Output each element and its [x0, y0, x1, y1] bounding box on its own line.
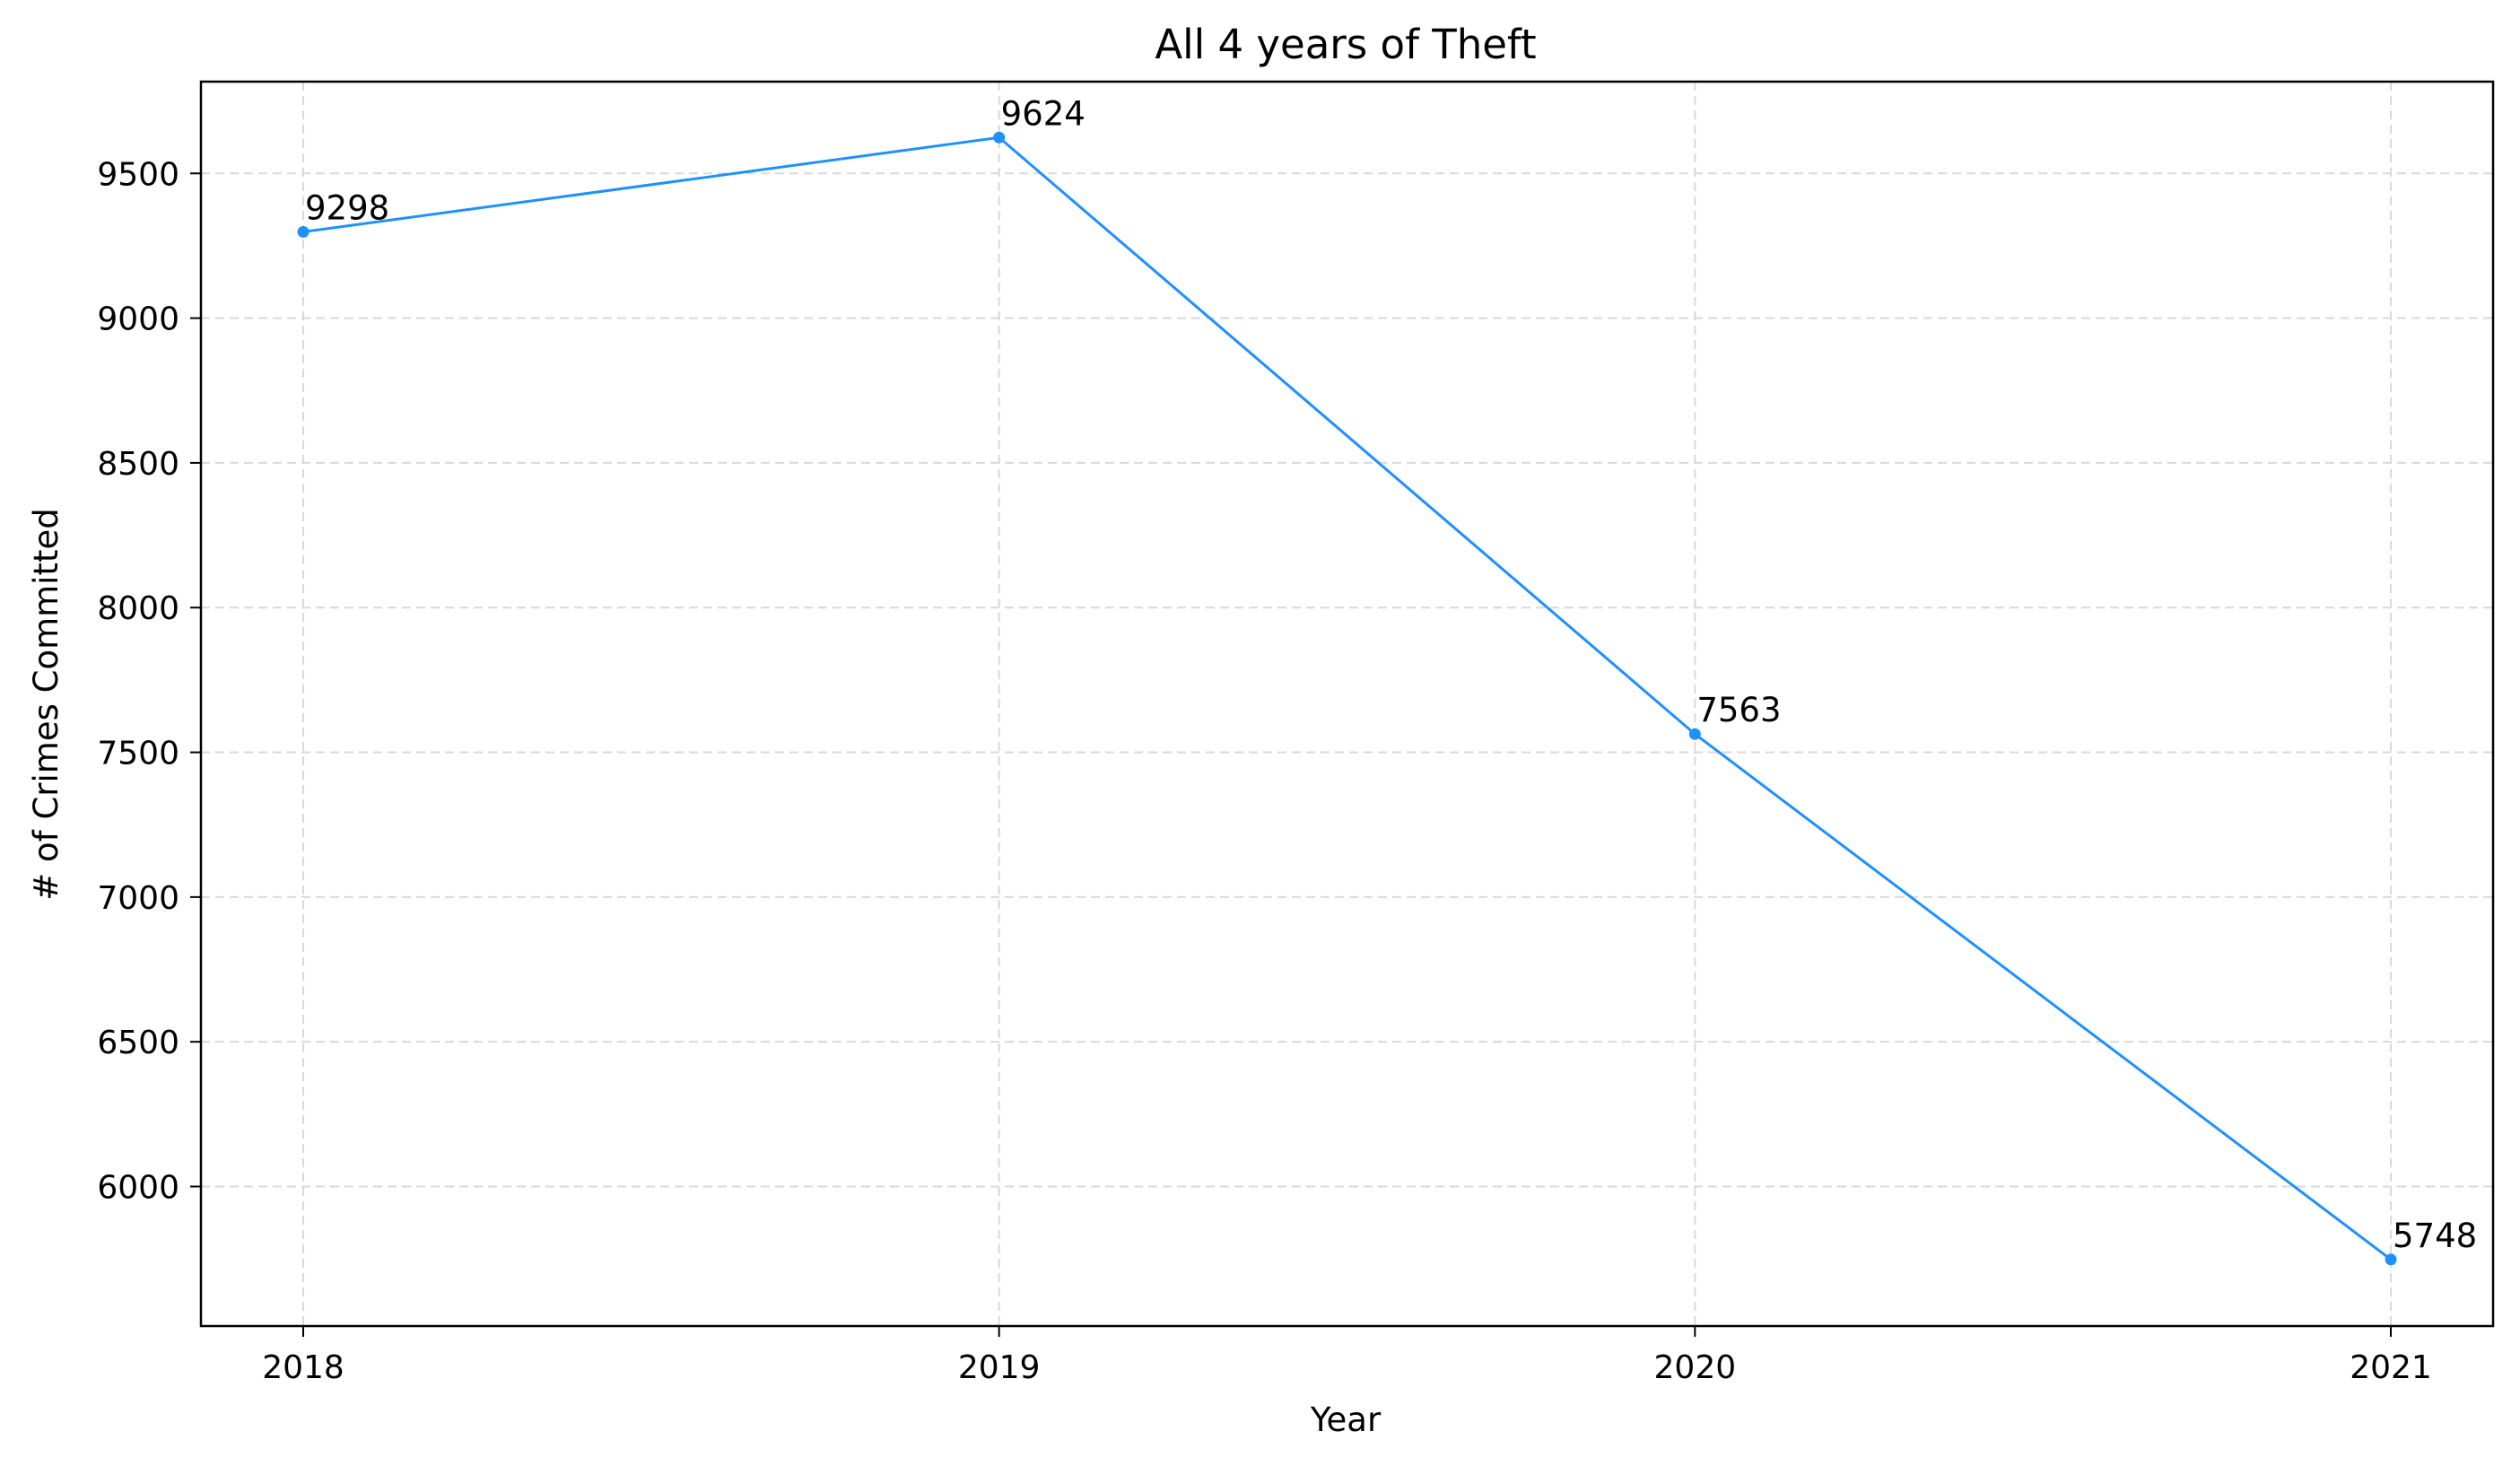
series-layer	[297, 131, 2397, 1266]
y-tick-label: 6500	[97, 1025, 179, 1061]
data-point	[993, 131, 1006, 144]
x-tick-label: 2019	[958, 1349, 1041, 1386]
data-label: 9624	[1001, 94, 1086, 133]
data-point	[1688, 728, 1701, 740]
axis-layer: 2018 2019 2020 2021 6000 6500 7000 7500 8000 8500…	[97, 156, 2431, 1386]
series-line	[302, 135, 2392, 1261]
data-label: 9298	[305, 188, 389, 227]
y-tick-label: 8500	[97, 446, 179, 483]
y-tick-label: 9500	[97, 156, 179, 193]
grid-layer	[201, 82, 2493, 1326]
x-axis-title: Year	[1310, 1401, 1382, 1439]
y-tick-label: 7000	[97, 880, 179, 917]
y-axis-title: # of Crimes Committed	[27, 508, 65, 900]
y-tick-label: 8000	[97, 590, 179, 627]
chart-title: All 4 years of Theft	[1155, 21, 1536, 68]
x-tick-label: 2021	[2350, 1349, 2432, 1386]
y-tick-label: 7500	[97, 736, 179, 772]
data-point	[2385, 1253, 2397, 1266]
data-label: 5748	[2393, 1217, 2477, 1255]
y-tick-label: 9000	[97, 301, 179, 338]
label-layer: 9298 9624 7563 5748	[305, 94, 2477, 1255]
data-label: 7563	[1696, 691, 1781, 729]
y-tick-label: 6000	[97, 1169, 179, 1206]
plot-frame	[199, 80, 2495, 1328]
data-point	[297, 225, 310, 238]
x-tick-label: 2018	[262, 1349, 344, 1386]
x-tick-label: 2020	[1654, 1349, 1737, 1386]
